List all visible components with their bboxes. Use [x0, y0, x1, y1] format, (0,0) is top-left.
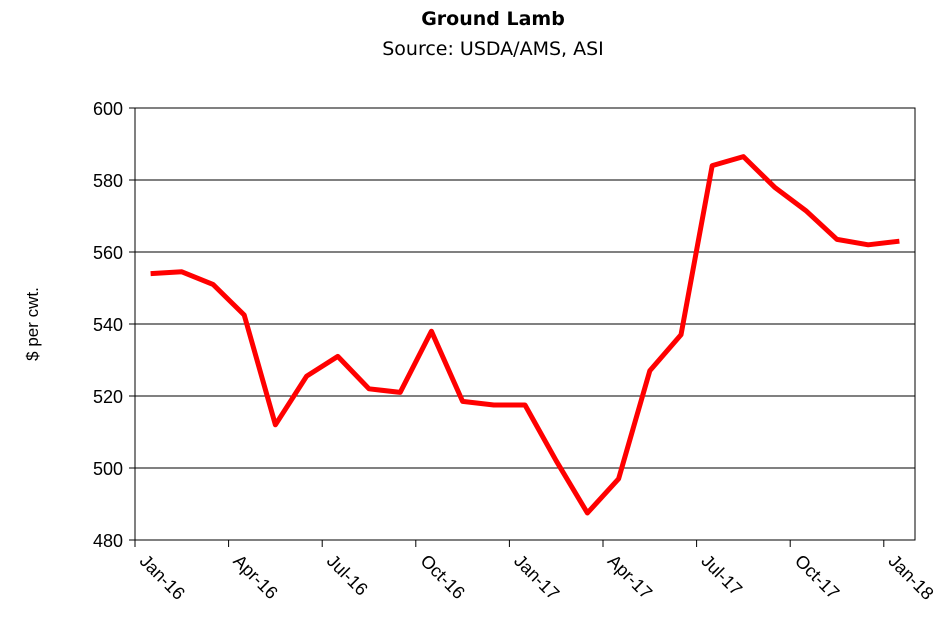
y-tick-label: 600	[93, 99, 123, 119]
x-tick-label: Jan-18	[885, 551, 938, 604]
x-tick-label: Jan-17	[510, 551, 563, 604]
y-tick-label: 540	[93, 315, 123, 335]
y-tick-label: 560	[93, 243, 123, 263]
x-tick-label: Jul-17	[697, 551, 746, 600]
y-axis-label: $ per cwt.	[23, 287, 42, 361]
chart-title: Ground Lamb	[421, 8, 565, 30]
chart-subtitle: Source: USDA/AMS, ASI	[382, 38, 604, 60]
x-tick-label: Oct-16	[417, 551, 469, 603]
x-tick-label: Jan-16	[136, 551, 189, 604]
x-tick-label: Oct-17	[791, 551, 843, 603]
y-tick-label: 480	[93, 531, 123, 551]
x-tick-label: Apr-16	[229, 551, 281, 603]
plot-border	[134, 107, 916, 541]
y-tick-label: 520	[93, 387, 123, 407]
y-tick-label: 580	[93, 171, 123, 191]
x-tick-label: Apr-17	[604, 551, 656, 603]
x-tick-label: Jul-16	[323, 551, 372, 600]
y-tick-label: 500	[93, 459, 123, 479]
data-line	[150, 154, 900, 516]
